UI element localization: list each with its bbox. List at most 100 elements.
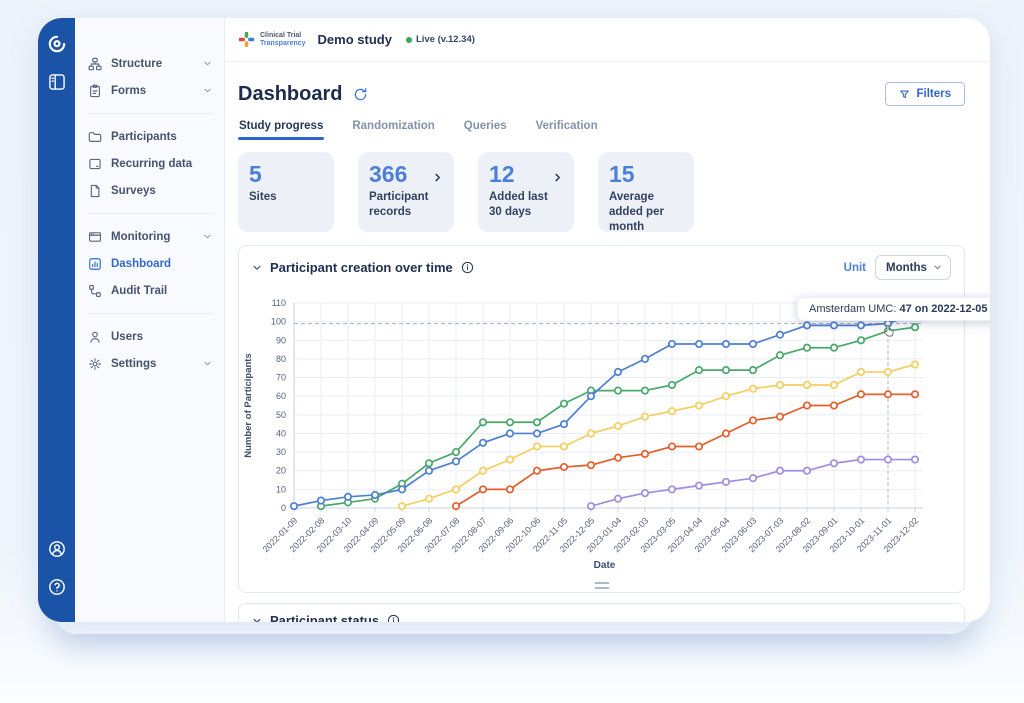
data-point-site-green [748,366,758,375]
monitoring-icon [88,230,102,244]
sidebar-item-label: Settings [111,357,157,370]
data-point-site-purple [829,459,839,468]
data-point-site-yellow [559,442,569,451]
data-point-site-orange [829,401,839,410]
topbar: Clinical Trial Transparency Demo study L… [225,18,990,62]
svg-text:80: 80 [276,354,286,364]
data-point-site-yellow [748,384,758,393]
svg-text:90: 90 [276,335,286,345]
tab-verification[interactable]: Verification [535,120,598,132]
data-point-site-yellow [505,455,515,464]
data-point-site-green [694,366,704,375]
refresh-icon[interactable] [353,87,368,102]
sidebar-item-label: Monitoring [111,230,171,243]
content-area: Clinical Trial Transparency Demo study L… [225,18,990,622]
unit-select[interactable]: Months [875,255,951,280]
data-point-site-yellow [478,466,488,475]
info-icon[interactable] [461,261,474,274]
sidebar-item-forms[interactable]: Forms [75,77,224,104]
stat-card-participant-records[interactable]: 366 Participant records [358,152,454,232]
brand-name-line1: Clinical Trial [260,31,302,39]
tab-queries[interactable]: Queries [463,120,507,132]
stat-card-added-last-30-days[interactable]: 12 Added last 30 days [478,152,574,232]
collapse-sidebar-icon[interactable] [46,71,68,93]
data-point-site-blue [289,502,299,511]
collapse-chevron-icon[interactable] [252,616,262,622]
collapse-chevron-icon[interactable] [252,263,262,273]
sidebar-item-surveys[interactable]: Surveys [75,177,224,204]
pointer-hand-cursor-icon [884,325,894,337]
svg-text:0: 0 [281,503,286,513]
data-point-site-purple [613,494,623,503]
help-icon[interactable] [46,576,68,598]
participant-creation-chart[interactable]: 01020304050607080901001102022-01-092022-… [239,286,952,582]
tab-randomization[interactable]: Randomization [352,120,435,132]
sidebar-item-recurring-data[interactable]: Recurring data [75,150,224,177]
brand-name: Clinical Trial Transparency [260,32,306,48]
unit-control: Unit Months [844,255,951,280]
svg-text:100: 100 [271,317,286,327]
data-point-site-yellow [910,360,920,369]
data-point-site-blue [586,392,596,401]
data-point-site-green [559,399,569,408]
data-point-site-orange [667,442,677,451]
sidebar-item-label: Recurring data [111,157,193,170]
stat-label: Participant records [369,191,429,219]
tab-study-progress[interactable]: Study progress [238,115,325,140]
data-point-site-orange [613,453,623,462]
data-point-site-blue [748,339,758,349]
live-badge: Live (v.12.34) [405,34,475,45]
chevron-down-icon [203,86,212,95]
data-point-site-yellow [532,442,542,451]
sidebar-item-monitoring[interactable]: Monitoring [75,223,224,250]
data-point-site-purple [802,466,812,475]
svg-text:30: 30 [276,447,286,457]
svg-text:20: 20 [276,466,286,476]
data-point-site-blue [559,420,569,429]
data-point-site-green [856,336,866,345]
data-point-site-purple [748,474,758,483]
forms-icon [88,84,102,98]
sidebar-item-structure[interactable]: Structure [75,50,224,77]
data-point-site-yellow [613,421,623,431]
sidebar-item-audit-trail[interactable]: Audit Trail [75,277,224,304]
data-point-site-purple [694,481,704,490]
live-status-text: Live (v.12.34) [415,34,475,45]
chevron-down-icon [203,59,212,68]
data-point-site-yellow [856,367,866,377]
info-icon[interactable] [387,614,400,622]
data-point-site-orange [856,390,866,399]
svg-text:40: 40 [276,428,286,438]
chart-area: 0 10 20 30 40 50 60 70 80 90 100 110 2022-01-09 2022-… [239,286,990,582]
account-icon[interactable] [46,538,68,560]
data-point-site-green [451,448,461,457]
data-point-site-green [424,459,434,468]
sidebar-item-label: Forms [111,84,147,97]
sidebar-item-dashboard[interactable]: Dashboard [75,250,224,277]
data-point-site-blue [667,339,677,349]
data-point-site-blue [775,330,785,339]
filters-button-label: Filters [916,88,951,100]
sidebar-item-users[interactable]: Users [75,323,224,350]
filters-button[interactable]: Filters [885,82,965,106]
panel-resize-handle[interactable] [594,582,609,589]
data-point-site-blue [370,490,380,500]
live-status-dot [405,36,412,43]
data-point-site-orange [910,390,920,399]
series-line-site-yellow [401,363,916,507]
data-point-site-green [829,343,839,352]
sidebar-item-settings[interactable]: Settings [75,350,224,377]
dashboard-icon [88,257,102,271]
data-point-site-blue [829,321,839,330]
sidebar-item-label: Audit Trail [111,284,168,297]
brand-logo[interactable]: Clinical Trial Transparency [238,31,306,48]
chevron-down-icon [203,359,212,368]
stat-value: 12 [489,161,515,187]
page-header: Dashboard Filters [238,82,965,106]
sidebar-item-participants[interactable]: Participants [75,123,224,150]
data-point-site-blue [613,367,623,377]
chevron-down-icon [934,265,941,270]
users-icon [88,330,102,344]
data-point-site-green [613,386,623,395]
data-point-site-blue [316,496,326,505]
